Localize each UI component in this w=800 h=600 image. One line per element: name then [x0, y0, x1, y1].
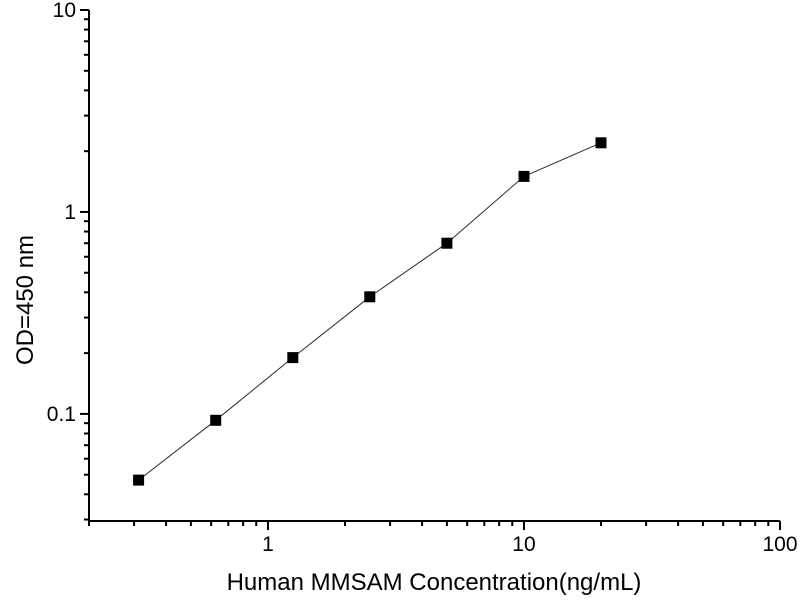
- x-tick-label: 100: [762, 533, 797, 556]
- y-tick-label: 10: [53, 0, 76, 22]
- data-point-marker: [133, 474, 145, 486]
- data-line: [138, 142, 602, 481]
- y-axis-ticks: [80, 9, 89, 521]
- x-tick-label: 1: [262, 533, 274, 556]
- x-axis-title: Human MMSAM Concentration(ng/mL): [227, 569, 642, 596]
- data-point-marker: [441, 237, 453, 249]
- data-point-marker: [518, 170, 530, 182]
- y-tick-label: 1: [64, 201, 76, 224]
- data-point-marker: [210, 414, 222, 426]
- data-series: [133, 137, 607, 486]
- y-axis-title: OD=450 nm: [12, 235, 39, 365]
- x-axis-tick-labels: 1 10 100: [262, 533, 797, 556]
- data-point-marker: [287, 352, 299, 364]
- y-axis-tick-labels: 0.1 1 10: [47, 0, 76, 426]
- x-tick-label: 10: [512, 533, 535, 556]
- data-point-marker: [364, 291, 376, 303]
- y-tick-label: 0.1: [47, 403, 76, 426]
- data-point-marker: [595, 137, 607, 149]
- x-axis-ticks: [88, 521, 781, 530]
